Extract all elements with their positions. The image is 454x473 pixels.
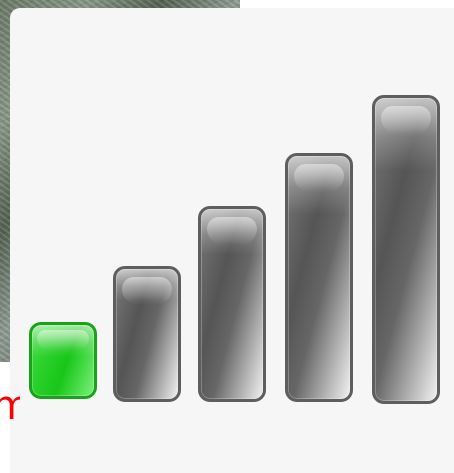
signal-bar-1-active xyxy=(29,322,97,399)
signal-bar-5-inactive xyxy=(372,95,440,404)
partial-red-label-text: m xyxy=(0,386,20,426)
signal-bar-3-inactive xyxy=(198,206,266,402)
signal-bar-2-inactive xyxy=(113,266,181,402)
signal-bar-4-inactive xyxy=(285,153,353,402)
partial-red-label: m xyxy=(0,386,20,426)
